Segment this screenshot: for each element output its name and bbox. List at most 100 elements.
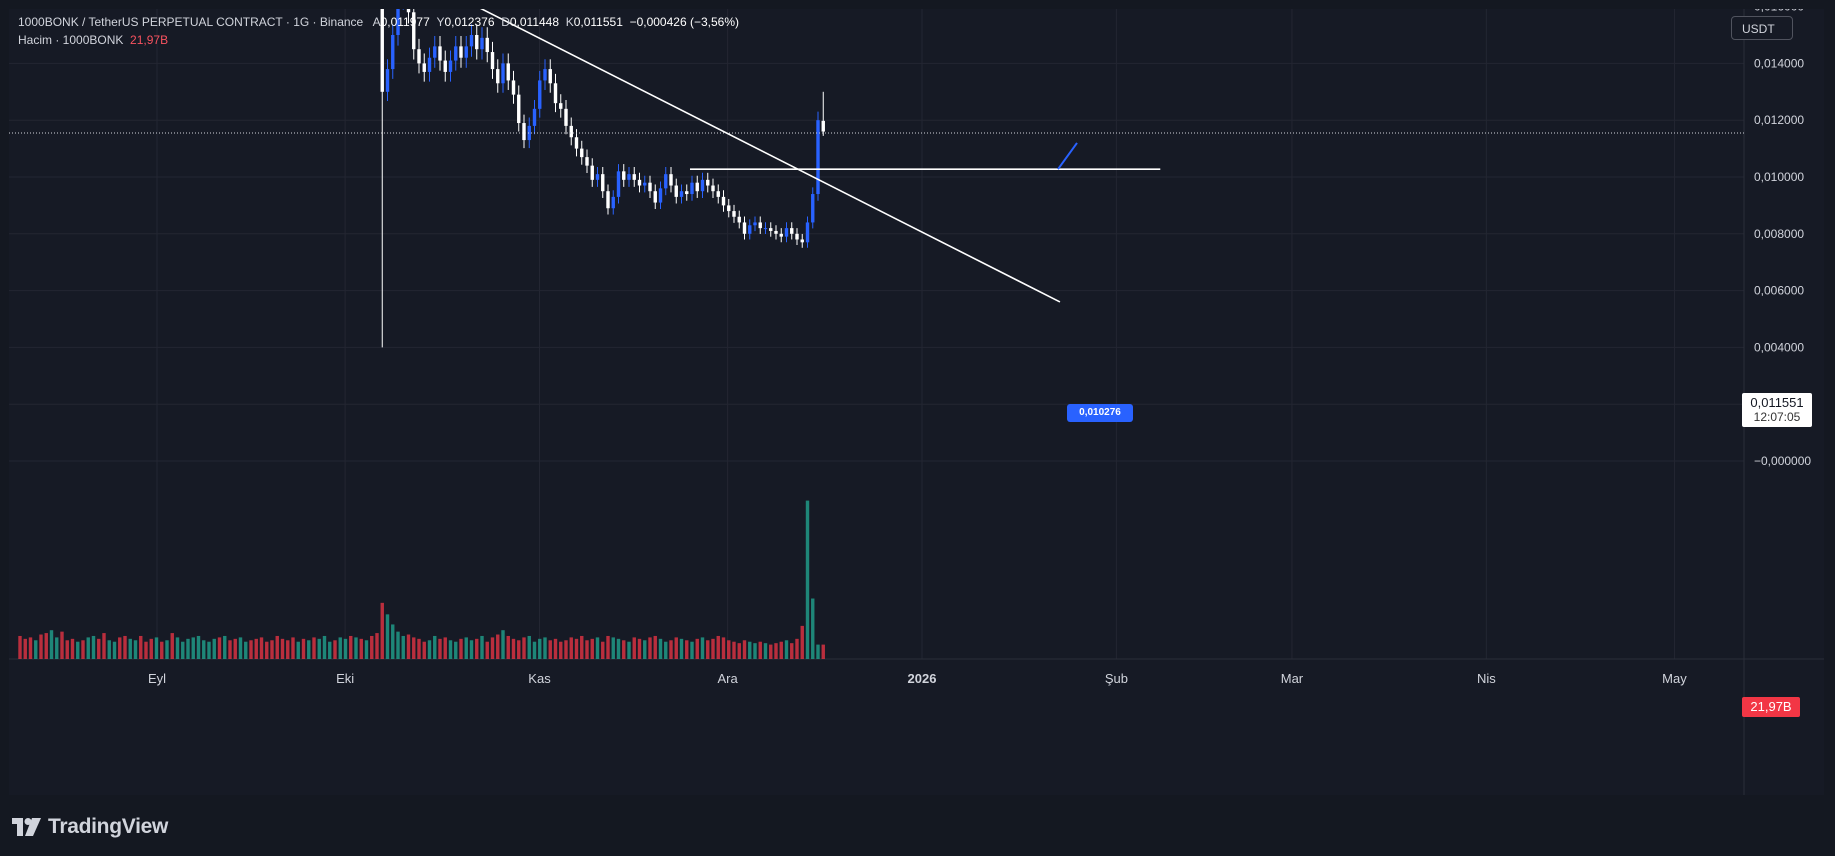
candle-body — [564, 108, 568, 126]
volume-bar — [763, 643, 768, 659]
volume-bar — [244, 641, 248, 659]
volume-bar — [690, 641, 694, 659]
volume-bar — [259, 637, 264, 659]
volume-bar — [202, 640, 206, 659]
volume-bar — [165, 640, 169, 659]
volume-bar — [475, 638, 479, 659]
candle-body — [716, 191, 720, 197]
volume-bar — [622, 640, 626, 659]
candle-body — [669, 174, 673, 186]
volume-bar — [296, 641, 300, 659]
volume-bar — [774, 643, 778, 659]
volume-bar — [821, 644, 825, 659]
volume-bar — [485, 641, 489, 659]
open-value: 0,011977 — [380, 15, 430, 29]
candle-body — [805, 222, 810, 243]
price-axis-label: 0,008000 — [1754, 227, 1804, 241]
candle-body — [769, 228, 773, 231]
candle-body — [611, 196, 615, 209]
volume-bar — [427, 640, 432, 659]
candle-body — [580, 148, 584, 158]
volume-bar — [123, 635, 127, 659]
time-axis-label: Eki — [336, 671, 354, 686]
candle-body — [480, 37, 484, 50]
open-label: A — [372, 15, 381, 29]
candle-body — [695, 182, 699, 192]
volume-bar — [795, 638, 799, 659]
volume-bar — [464, 637, 468, 659]
volume-bar — [196, 635, 201, 659]
volume-bar — [280, 638, 285, 659]
price-axis-label: 0,012000 — [1754, 113, 1804, 127]
candle-body — [385, 69, 390, 92]
candle-body — [391, 35, 395, 70]
level-callout-label[interactable]: 0,010276 — [1067, 404, 1133, 422]
volume-legend: Hacim · 1000BONK 21,97B — [18, 33, 168, 47]
time-axis-label: Eyl — [148, 671, 166, 686]
volume-bar — [448, 640, 453, 659]
volume-bar — [627, 641, 631, 659]
candle-body — [559, 103, 563, 109]
candle-body — [464, 46, 468, 58]
low-value: 0,011448 — [509, 15, 560, 29]
candle-body — [511, 80, 516, 95]
volume-bar — [517, 640, 521, 659]
candle-body — [506, 63, 510, 81]
volume-bar — [706, 640, 710, 659]
candle-body — [753, 222, 757, 226]
volume-bar — [501, 630, 505, 659]
currency-button[interactable]: USDT — [1731, 16, 1793, 40]
volume-bar — [422, 641, 426, 659]
volume-bar — [149, 638, 153, 659]
candle-body — [637, 179, 642, 186]
price-axis-label: 0,006000 — [1754, 284, 1804, 298]
candle-body — [443, 60, 447, 72]
volume-bar — [811, 598, 815, 659]
candle-body — [653, 191, 657, 203]
volume-bar — [154, 637, 159, 659]
volume-bar — [506, 635, 510, 659]
volume-bar — [160, 641, 164, 659]
volume-bar — [769, 644, 773, 659]
candle-body — [616, 171, 621, 197]
volume-bar — [191, 637, 195, 659]
volume-bar — [401, 635, 405, 659]
candle-body — [427, 57, 432, 72]
candle-body — [569, 125, 573, 138]
volume-bar — [270, 640, 274, 659]
footer-brand[interactable]: TradingView — [12, 812, 168, 842]
candle-body — [485, 37, 489, 53]
candle-body — [548, 69, 552, 84]
volume-bar — [805, 500, 810, 659]
volume-bar — [664, 641, 668, 659]
candle-body — [543, 69, 547, 81]
volume-bar — [816, 644, 820, 659]
candle-body — [406, 9, 411, 13]
price-chart[interactable]: 0,0240000,0220000,0200000,0180000,016000… — [9, 9, 1824, 795]
volume-bar — [674, 637, 678, 659]
volume-bar — [217, 637, 222, 659]
chart-area[interactable]: 0,0240000,0220000,0200000,0180000,016000… — [9, 9, 1824, 795]
candle-body — [821, 120, 825, 132]
candle-body — [742, 222, 747, 234]
volume-bar — [553, 638, 558, 659]
close-value: 0,011551 — [573, 15, 623, 29]
candle-body — [595, 174, 600, 180]
candle-body — [422, 63, 426, 72]
volume-bar — [34, 640, 38, 659]
candle-body — [632, 174, 636, 180]
candle-body — [433, 46, 437, 58]
candle-body — [627, 174, 631, 180]
symbol-title[interactable]: 1000BONK / TetherUS PERPETUAL CONTRACT ·… — [18, 15, 364, 29]
high-label: Y — [436, 15, 445, 29]
candle-body — [475, 35, 479, 50]
volume-bar — [107, 640, 111, 659]
candle-body — [721, 196, 726, 206]
candle-body — [490, 52, 495, 70]
candle-body — [574, 137, 579, 149]
volume-bar — [669, 640, 673, 659]
candle-body — [517, 94, 521, 124]
volume-bar — [790, 643, 794, 659]
volume-label[interactable]: Hacim · 1000BONK — [18, 33, 124, 47]
volume-bar — [559, 641, 563, 659]
